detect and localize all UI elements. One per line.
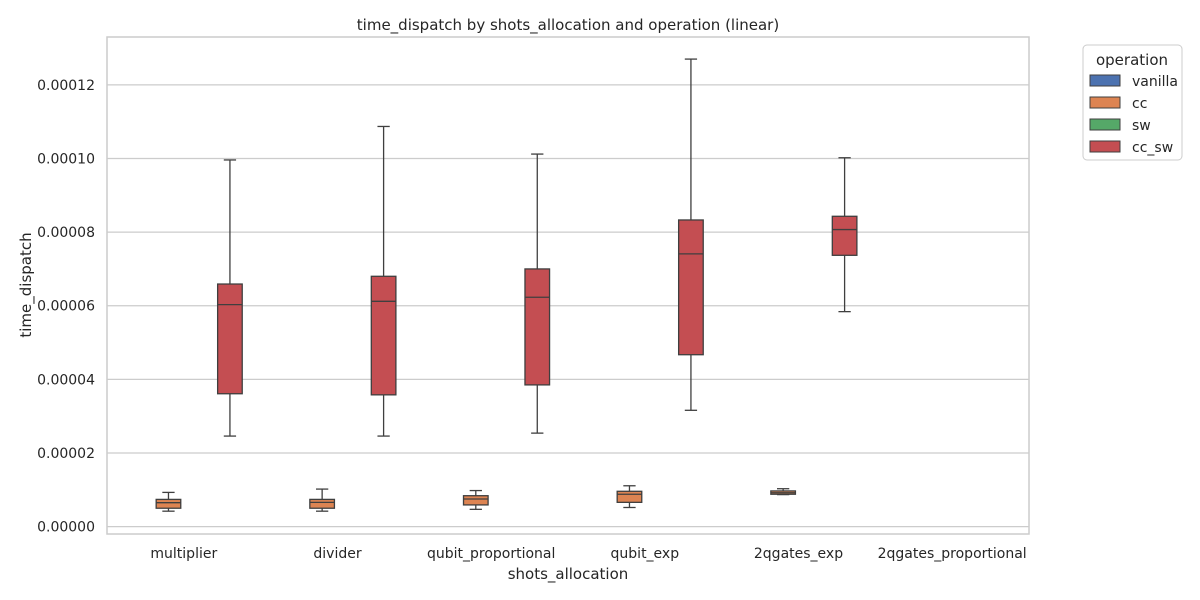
y-tick-label: 0.00008: [37, 225, 95, 241]
x-tick-label: 2qgates_exp: [754, 546, 843, 562]
y-axis-label: time_dispatch: [17, 232, 36, 337]
box-cc-2qgates_exp: [770, 488, 797, 496]
legend-title: operation: [1096, 51, 1168, 69]
x-axis-label: shots_allocation: [508, 565, 629, 584]
legend-label: sw: [1132, 118, 1151, 134]
box-cc-qubit_exp: [616, 485, 643, 509]
x-tick-label: divider: [313, 546, 361, 562]
y-tick-label: 0.00002: [37, 446, 95, 462]
legend-swatch: [1089, 118, 1121, 131]
box-cc-divider: [309, 488, 336, 512]
box-body: [216, 283, 243, 395]
plot-area-frame: [106, 36, 1030, 535]
legend-swatch: [1089, 96, 1121, 109]
box-cc_sw-qubit_proportional: [524, 153, 551, 434]
box-cc_sw-multiplier: [216, 159, 243, 437]
box-body: [831, 215, 858, 256]
box-cc-multiplier: [155, 491, 182, 512]
x-tick-label: qubit_exp: [611, 546, 680, 562]
chart-title: time_dispatch by shots_allocation and op…: [357, 16, 779, 35]
x-tick-labels: multiplier divider qubit_proportional qubit…: [150, 546, 1026, 562]
box-cc_sw-2qgates_exp: [831, 157, 858, 313]
legend-label: cc: [1132, 96, 1147, 112]
box-body: [524, 268, 551, 386]
legend-label: cc_sw: [1132, 140, 1173, 156]
box-cc-qubit_proportional: [462, 489, 489, 510]
legend-swatch: [1089, 140, 1121, 153]
y-tick-label: 0.00000: [37, 520, 95, 536]
legend-item-cc_sw: cc_sw: [1089, 140, 1173, 156]
y-tick-labels: 0.00000 0.00002 0.00004 0.00006 0.00008 0.000…: [37, 78, 95, 536]
legend-frame: [1082, 44, 1183, 161]
box-body: [677, 219, 704, 356]
box-body: [309, 498, 336, 509]
x-tick-label: 2qgates_proportional: [878, 546, 1027, 562]
box-body: [616, 490, 643, 503]
box-body: [370, 275, 397, 396]
y-tick-label: 0.00004: [37, 372, 95, 388]
box-cc_sw-qubit_exp: [677, 58, 704, 411]
y-tick-label: 0.00010: [37, 151, 95, 167]
legend-item-vanilla: vanilla: [1089, 74, 1178, 90]
grid-lines: [107, 84, 1029, 528]
y-tick-label: 0.00012: [37, 78, 95, 94]
legend: operation vanilla cc sw cc_sw: [1082, 44, 1183, 161]
legend-item-cc: cc: [1089, 96, 1147, 112]
box-cc_sw-divider: [370, 125, 397, 437]
box-body: [462, 495, 489, 506]
legend-item-sw: sw: [1089, 118, 1151, 134]
x-tick-label: multiplier: [150, 546, 217, 562]
box-plots: [155, 58, 858, 512]
box-body: [155, 498, 182, 509]
x-tick-label: qubit_proportional: [427, 546, 555, 562]
legend-swatch: [1089, 74, 1121, 87]
legend-label: vanilla: [1132, 74, 1178, 90]
y-tick-label: 0.00006: [37, 299, 95, 315]
